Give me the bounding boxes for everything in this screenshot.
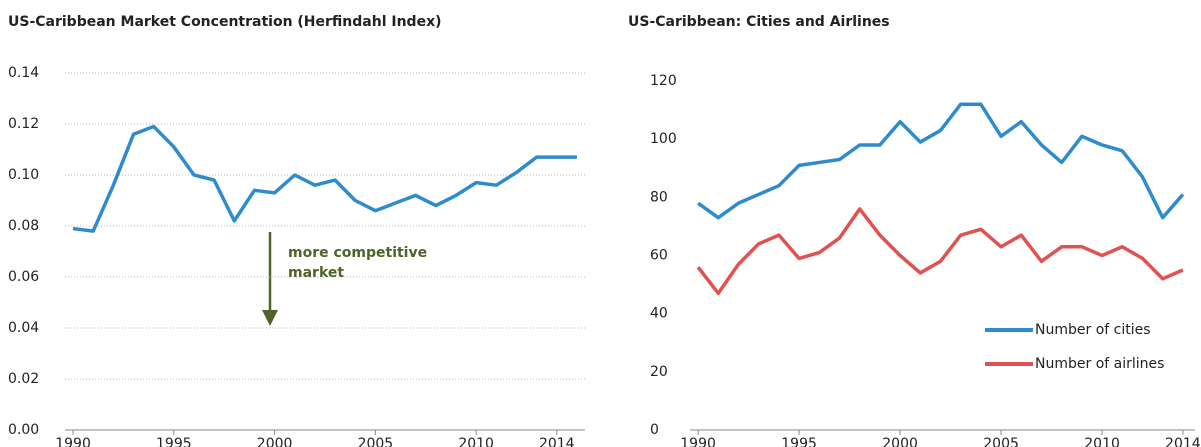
x-tick-label: 2014 bbox=[1165, 436, 1201, 447]
y-tick-label: 60 bbox=[650, 248, 668, 264]
y-tick-label: 40 bbox=[650, 306, 668, 322]
y-tick-label: 120 bbox=[650, 73, 677, 89]
y-tick-label: 0.02 bbox=[8, 371, 39, 387]
x-tick-label: 2000 bbox=[257, 436, 293, 447]
y-tick-label: 0.10 bbox=[8, 167, 39, 183]
chart-title: US-Caribbean Market Concentration (Herfi… bbox=[8, 14, 442, 30]
series-line bbox=[696, 207, 1184, 296]
y-tick-label: 100 bbox=[650, 131, 677, 147]
y-tick-label: 0.12 bbox=[8, 116, 39, 132]
y-tick-label: 0.14 bbox=[8, 65, 39, 81]
x-tick-label: 1990 bbox=[55, 436, 91, 447]
x-tick-label: 2005 bbox=[983, 436, 1019, 447]
y-tick-label: 0.04 bbox=[8, 320, 39, 336]
chart-title: US-Caribbean: Cities and Airlines bbox=[628, 14, 890, 30]
legend-label: Number of cities bbox=[1035, 322, 1151, 338]
x-tick-label: 2014 bbox=[539, 436, 575, 447]
annotation-arrowhead bbox=[262, 310, 278, 326]
x-tick-label: 2010 bbox=[1084, 436, 1120, 447]
x-tick-label: 2000 bbox=[882, 436, 918, 447]
y-tick-label: 80 bbox=[650, 189, 668, 205]
x-tick-label: 1990 bbox=[680, 436, 716, 447]
y-tick-label: 20 bbox=[650, 364, 668, 380]
y-tick-label: 0.06 bbox=[8, 269, 39, 285]
series-line bbox=[72, 124, 577, 233]
x-tick-label: 2005 bbox=[358, 436, 394, 447]
x-tick-label: 1995 bbox=[156, 436, 192, 447]
x-tick-label: 2010 bbox=[458, 436, 494, 447]
legend-label: Number of airlines bbox=[1035, 356, 1164, 372]
annotation: more competitive market bbox=[288, 245, 427, 281]
x-tick-label: 1995 bbox=[781, 436, 817, 447]
y-tick-label: 0.00 bbox=[8, 422, 39, 438]
y-tick-label: 0 bbox=[650, 422, 659, 438]
y-tick-label: 0.08 bbox=[8, 218, 39, 234]
series-line bbox=[697, 102, 1185, 220]
